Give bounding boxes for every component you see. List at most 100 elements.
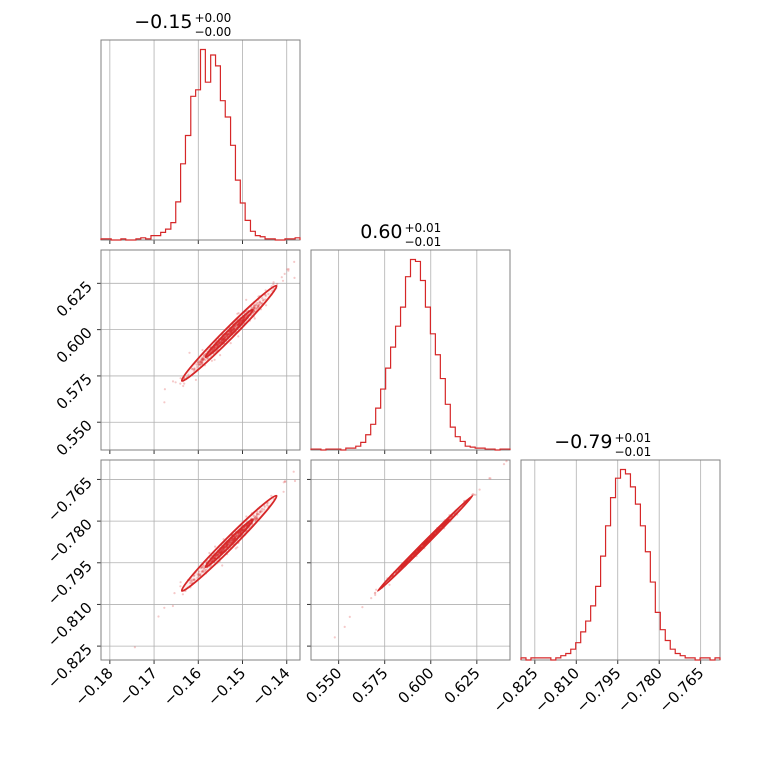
x2-vs-x3-point [424, 541, 428, 544]
x1-vs-x3-point [238, 531, 241, 534]
x2-vs-x3-point [423, 542, 426, 546]
x1-vs-x2-point [236, 323, 239, 326]
x1-vs-x2-point [202, 358, 205, 361]
x1-vs-x2-point [171, 380, 175, 383]
x1-vs-x3-point [210, 559, 214, 562]
x1-vs-x2-point [238, 321, 241, 324]
x1-vs-x2-point [225, 334, 228, 337]
x1-vs-x3-point [259, 510, 262, 514]
x1-vs-x2-point [204, 358, 207, 361]
x1-vs-x3-point [225, 545, 228, 549]
x1-vs-x2-point [216, 343, 219, 346]
x1-vs-x2-point [226, 334, 230, 337]
x1-vs-x2-point [253, 304, 256, 307]
x1-vs-x3-point [231, 540, 234, 543]
x1-vs-x3-point [226, 543, 229, 546]
x1-vs-x3-point [189, 581, 192, 585]
x1-vs-x3-point [237, 532, 240, 535]
x1-vs-x2-point [222, 337, 225, 340]
x1-vs-x3-point [179, 585, 182, 588]
x1-vs-x2-point [197, 363, 200, 366]
x1-vs-x3-point [218, 552, 221, 555]
x1-vs-x2-point [226, 333, 229, 336]
x2-vs-x3-xtick-label-2: 0.600 [394, 664, 437, 707]
x1-vs-x3-point [237, 532, 240, 535]
x1-vs-x2-point [200, 361, 203, 364]
x2-vs-x3-point [418, 547, 422, 550]
x1-vs-x2-point [293, 276, 296, 279]
x1-vs-x3-point [222, 548, 225, 551]
diag-3-title-upper: +0.01 [615, 431, 652, 445]
x1-vs-x2-point [241, 319, 244, 322]
x1-vs-x3-point [216, 554, 219, 557]
x1-vs-x3-point [213, 555, 217, 559]
x1-vs-x2-point [222, 338, 225, 341]
x1-vs-x2-point [227, 333, 230, 336]
x1-vs-x2-point [214, 345, 217, 348]
x1-vs-x3-point [217, 553, 220, 556]
x1-vs-x3-ytick-label-4: −0.765 [44, 474, 96, 526]
x1-vs-x2-point [219, 340, 222, 344]
x1-vs-x2-point [195, 363, 198, 366]
x2-vs-x3-point [424, 541, 427, 545]
x1-vs-x3-point [233, 538, 236, 541]
x1-vs-x2-point [200, 359, 203, 362]
x2-vs-x3-point [375, 588, 378, 591]
x1-vs-x3-point [202, 567, 205, 570]
x1-vs-x2-point [236, 312, 239, 315]
x1-vs-x3-point [200, 566, 204, 569]
x1-vs-x2-point [231, 328, 234, 331]
x1-vs-x3-point [215, 554, 218, 558]
x1-vs-x3-point [255, 517, 258, 520]
x1-vs-x2-point [236, 324, 239, 327]
x2-vs-x3-point [426, 540, 429, 543]
x1-vs-x2-point [220, 339, 223, 343]
x1-vs-x3-point [258, 511, 261, 514]
x1-vs-x3-point [205, 568, 208, 571]
x2-vs-x3-point [422, 543, 425, 546]
x1-vs-x2-point [216, 343, 219, 346]
x1-vs-x2-point [228, 331, 231, 334]
x2-vs-x3-point [428, 538, 431, 541]
x1-vs-x2-point [230, 330, 233, 333]
x1-vs-x3-point [235, 534, 238, 537]
x1-vs-x3-point [231, 538, 234, 542]
x1-vs-x3-point [216, 553, 219, 556]
x2-vs-x3-point [333, 636, 336, 639]
x1-vs-x3-point [231, 538, 234, 542]
x1-vs-x3-point [179, 581, 182, 584]
x1-vs-x3-point [237, 532, 240, 535]
x1-vs-x2-point [237, 322, 240, 325]
x1-vs-x2-point [222, 338, 225, 341]
x1-vs-x2-point [254, 303, 257, 306]
x1-vs-x2-point [230, 330, 233, 333]
x1-vs-x3-point [221, 547, 224, 551]
x1-vs-x2-point [265, 304, 268, 307]
x2-vs-x3-point [423, 542, 426, 545]
diag-3-xtick-label-4: −0.765 [655, 664, 707, 716]
x1-vs-x3-ytick-label-3: −0.780 [44, 515, 96, 567]
x1-vs-x2-point [223, 338, 226, 341]
x1-vs-x2-ytick-label-1: 0.575 [53, 370, 96, 413]
x1-vs-x2-point [258, 300, 261, 303]
x1-vs-x3-point [225, 544, 228, 548]
x1-vs-x2-point [236, 323, 239, 326]
x1-vs-x3-point [284, 480, 287, 483]
x1-vs-x2-point [201, 362, 204, 365]
x1-vs-x3-point [227, 542, 230, 545]
x1-vs-x3-point [254, 516, 257, 519]
x1-vs-x3-point [255, 517, 258, 520]
x1-vs-x2-point [200, 358, 203, 361]
x1-vs-x3-point [256, 510, 259, 513]
x1-vs-x3-point [240, 529, 243, 532]
x1-vs-x2-point [197, 361, 200, 364]
x1-vs-x2-point [187, 373, 190, 376]
x1-vs-x2-point [240, 319, 244, 322]
x1-vs-x3-point [218, 552, 221, 555]
x1-vs-x2-point [254, 307, 257, 310]
x1-vs-x3-point [226, 543, 229, 546]
x1-vs-x3-point [221, 550, 224, 553]
x1-vs-x2-point [163, 401, 166, 404]
